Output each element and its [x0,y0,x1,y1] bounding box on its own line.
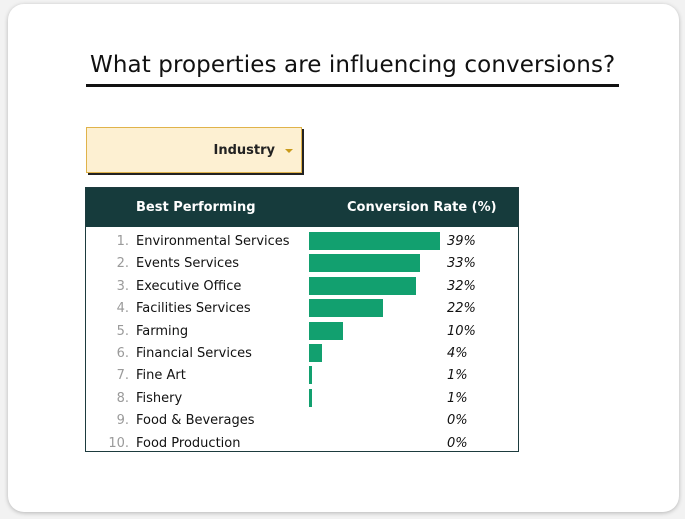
row-rank: 1. [116,234,129,249]
table-row: 8. Fishery 1% [86,387,518,409]
table-row: 3. Executive Office 32% [86,275,518,297]
row-rate: 0% [447,413,468,429]
row-rate: 4% [447,346,468,361]
row-name: Executive Office [136,278,242,294]
title-underline [86,84,619,87]
dropdown-label: Industry [213,143,276,158]
row-rate: 0% [447,435,468,451]
row-rank: 3. [116,278,129,294]
page-title: What properties are influencing conversi… [90,52,616,78]
row-rate: 33% [447,256,476,272]
row-rank: 2. [116,256,129,272]
row-rank: 4. [116,301,129,317]
row-rank: 8. [116,390,129,406]
table-row: 7. Fine Art 1% [86,364,518,386]
row-name: Facilities Services [136,301,251,317]
row-name: Environmental Services [136,234,290,249]
row-name: Financial Services [136,346,252,361]
row-rate: 22% [447,301,476,317]
table-row: 9. Food & Beverages 0% [86,409,518,431]
header-best-performing: Best Performing [136,200,256,215]
conversion-bar [309,232,440,250]
row-rank: 5. [116,323,129,339]
row-rate: 10% [447,323,476,339]
conversion-bar [309,321,343,340]
caret-down-icon [285,149,293,153]
conversion-bar [309,276,416,295]
row-name: Food & Beverages [136,413,255,429]
conversion-bar [309,299,383,318]
table-row: 5. Farming 10% [86,320,518,342]
row-rate: 39% [447,234,476,249]
table-header: Best Performing Conversion Rate (%) [86,188,518,227]
table-row: 10. Food Production 0% [86,432,518,454]
table-row: 1. Environmental Services 39% [86,230,518,252]
row-rank: 7. [116,368,129,384]
row-rank: 9. [116,413,129,429]
row-rate: 32% [447,278,476,294]
conversion-bar [309,344,322,362]
table-row: 4. Facilities Services 22% [86,297,518,319]
table-row: 6. Financial Services 4% [86,342,518,364]
row-rate: 1% [447,390,468,406]
row-name: Fine Art [136,368,186,384]
conversion-table: Best Performing Conversion Rate (%) 1. En… [85,187,519,452]
industry-dropdown[interactable]: Industry [86,127,302,173]
row-rate: 1% [447,368,468,384]
row-name: Farming [136,323,189,339]
row-rank: 10. [108,435,129,451]
conversion-bar [309,366,312,385]
conversion-bar [309,254,420,273]
header-conversion-rate: Conversion Rate (%) [347,200,497,215]
row-name: Events Services [136,256,239,272]
row-rank: 6. [116,346,129,361]
row-name: Food Production [136,435,241,451]
conversion-bar [309,388,312,407]
table-row: 2. Events Services 33% [86,252,518,274]
row-name: Fishery [136,390,183,406]
